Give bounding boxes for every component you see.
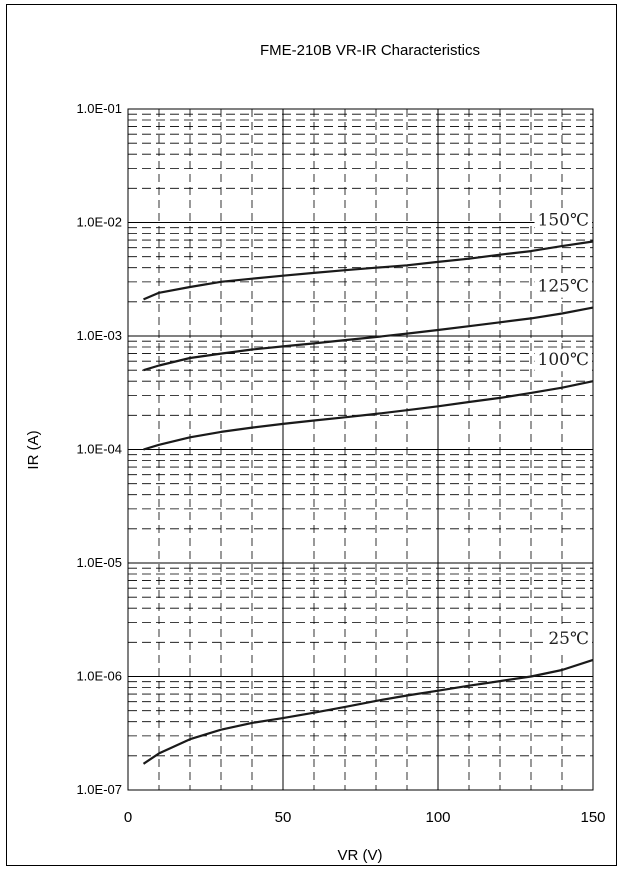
plot-area-border: [127, 108, 594, 791]
series-label-background: [534, 275, 592, 298]
series-line: [143, 240, 594, 301]
y-tick-label: 1.0E-06: [76, 669, 122, 684]
series-label: 125℃: [538, 277, 589, 297]
series-label: 100℃: [538, 350, 589, 370]
x-tick-label: 100: [425, 809, 450, 826]
y-tick-label: 1.0E-02: [76, 215, 122, 230]
y-tick-label: 1.0E-04: [76, 442, 122, 457]
x-tick-labels: 0 50 100 150: [124, 809, 606, 826]
chart-frame: [6, 4, 617, 866]
x-axis-label: VR (V): [338, 847, 383, 864]
series-label: 150℃: [538, 211, 589, 231]
series-line: [143, 380, 594, 451]
y-tick-label: 1.0E-05: [76, 555, 122, 570]
series-lines: 150℃ 125℃ 100℃ 25℃: [142, 209, 594, 765]
x-tick-label: 50: [275, 809, 292, 826]
series-line: [143, 306, 594, 372]
x-tick-label: 150: [580, 809, 605, 826]
series-label: 25℃: [548, 629, 589, 649]
x-tick-label: 0: [124, 809, 132, 826]
chart-title: FME-210B VR-IR Characteristics: [260, 42, 480, 59]
y-tick-labels: 1.0E-07 1.0E-06 1.0E-05 1.0E-04 1.0E-03 1.0E-…: [76, 101, 122, 797]
series-line: [142, 658, 594, 765]
y-tick-label: 1.0E-01: [76, 101, 122, 116]
series-label-background: [545, 627, 592, 650]
grid: [128, 109, 593, 790]
series-label-background: [534, 209, 592, 232]
y-tick-label: 1.0E-03: [76, 328, 122, 343]
y-tick-label: 1.0E-07: [76, 782, 122, 797]
y-axis-label: IR (A): [25, 430, 42, 469]
series-label-background: [534, 349, 592, 372]
